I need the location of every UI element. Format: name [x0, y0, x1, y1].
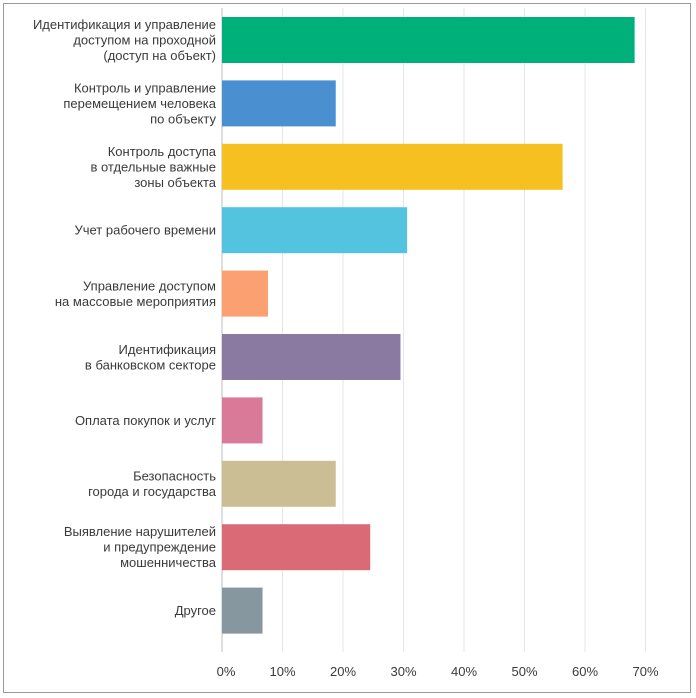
bar — [222, 80, 336, 127]
chart-frame: Идентификация и управление доступом на пр… — [3, 3, 691, 693]
category-label: Идентификация в банковском секторе — [85, 342, 216, 373]
bar — [222, 270, 268, 317]
category-labels: Идентификация и управление доступом на пр… — [33, 17, 217, 618]
category-label-line: Учет рабочего времени — [74, 223, 216, 238]
category-label-line: в отдельные важные — [90, 159, 216, 174]
bar — [222, 334, 401, 380]
category-label-line: и предупреждение — [103, 540, 216, 555]
category-label-line: зоны объекта — [134, 175, 216, 190]
category-label: Управление доступом на массовые мероприят… — [55, 278, 216, 309]
category-label: Оплата покупок и услуг — [75, 413, 216, 428]
x-tick-label: 10% — [269, 664, 295, 679]
category-label-line: по объекту — [150, 111, 216, 126]
category-label: Контроль доступа в отдельные важные зоны о… — [90, 144, 216, 190]
category-label: Учет рабочего времени — [74, 223, 216, 238]
bar — [222, 460, 336, 507]
category-label-line: города и государства — [88, 484, 217, 499]
bar — [222, 207, 408, 254]
category-label-line: на массовые мероприятия — [55, 294, 216, 309]
x-tick-labels: 0% 10% 20% 30% 40% 50% 60% 70% — [217, 664, 659, 679]
bar — [222, 524, 371, 571]
bar — [222, 587, 263, 634]
x-tick-label: 40% — [451, 664, 477, 679]
category-label-line: перемещением человека — [63, 96, 216, 111]
category-label-line: Идентификация и управление — [33, 17, 216, 32]
x-tick-label: 70% — [632, 664, 658, 679]
category-label: Выявление нарушителей и предупреждение мош… — [64, 524, 217, 570]
category-label-line: (доступ на объект) — [103, 48, 216, 63]
category-label-line: Выявление нарушителей — [64, 524, 216, 539]
category-label-line: доступом на проходной — [73, 33, 216, 48]
category-label-line: Другое — [175, 603, 216, 618]
x-tick-label: 0% — [217, 664, 236, 679]
bar — [222, 397, 263, 444]
category-label: Контроль и управление перемещением челове… — [63, 80, 216, 126]
category-label-line: Безопасность — [133, 469, 216, 484]
bar — [222, 143, 563, 190]
category-label: Другое — [175, 603, 216, 618]
category-label-line: Оплата покупок и услуг — [75, 413, 216, 428]
bar-chart: Идентификация и управление доступом на пр… — [33, 8, 659, 679]
category-label: Безопасность города и государства — [88, 469, 217, 500]
bar — [222, 17, 635, 63]
category-label: Идентификация и управление доступом на пр… — [33, 17, 216, 63]
x-tick-label: 50% — [511, 664, 537, 679]
category-label-line: Идентификация — [119, 342, 216, 357]
x-tick-label: 20% — [330, 664, 356, 679]
category-label-line: Контроль доступа — [108, 144, 217, 159]
x-tick-label: 60% — [572, 664, 598, 679]
category-label-line: в банковском секторе — [85, 357, 216, 372]
x-tick-label: 30% — [390, 664, 416, 679]
category-label-line: Контроль и управление — [74, 80, 216, 95]
bars — [222, 17, 635, 634]
category-label-line: Управление доступом — [83, 278, 216, 293]
category-label-line: мошенничества — [120, 555, 217, 570]
